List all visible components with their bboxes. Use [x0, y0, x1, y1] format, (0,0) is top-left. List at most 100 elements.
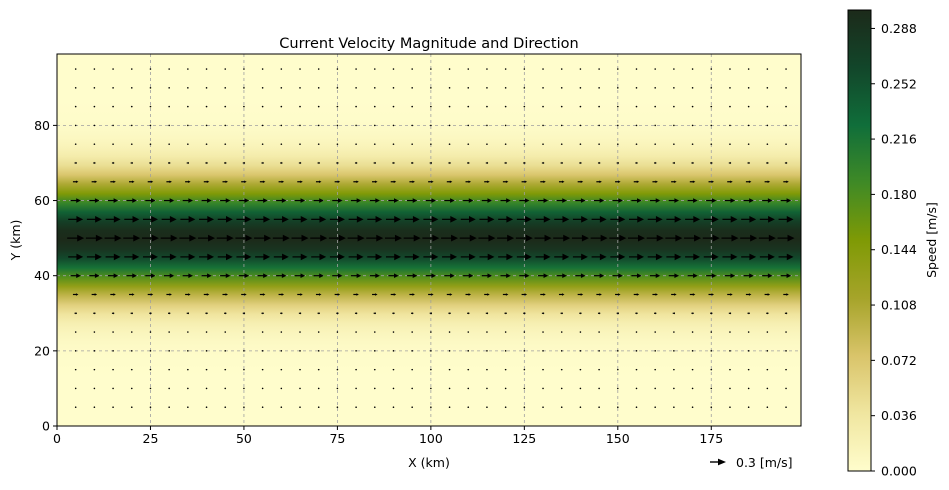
quiver-arrow: [646, 234, 664, 242]
quiver-arrow: [780, 198, 792, 203]
quiver-arrow: [373, 105, 376, 108]
quiver-arrow: [224, 105, 227, 108]
quiver-arrow: [355, 368, 357, 371]
quiver-arrow: [615, 293, 621, 296]
quiver-arrow: [747, 312, 750, 315]
quiver-arrow: [255, 253, 271, 261]
quiver-arrow: [479, 216, 495, 223]
quiver-arrow: [743, 198, 754, 203]
quiver-arrow: [558, 180, 565, 183]
quiver-arrow: [187, 331, 189, 333]
quiver-arrow: [222, 293, 229, 296]
quiver-arrow: [710, 105, 713, 108]
quiver-arrow: [216, 234, 234, 242]
quiver-arrow: [332, 198, 343, 203]
quiver-arrow: [593, 198, 605, 203]
quiver-arrow: [353, 293, 359, 296]
quiver-arrow: [597, 161, 601, 165]
quiver-arrow: [747, 143, 750, 145]
quiver-arrow: [261, 105, 264, 108]
quiver-arrow: [467, 87, 470, 89]
quiver-arrow: [298, 312, 302, 315]
quiver-arrow: [481, 198, 493, 203]
quiver-arrow: [448, 105, 451, 108]
quiver-arrow: [598, 124, 600, 127]
quiver-arrow: [647, 253, 663, 261]
quiver-arrow: [579, 105, 582, 108]
quiver-arrow: [485, 161, 489, 165]
quiver-arrow: [201, 273, 212, 278]
quiver-arrow: [292, 253, 308, 261]
quiver-arrow: [317, 124, 320, 127]
quiver-arrow: [745, 180, 752, 183]
quiver-arrow: [74, 350, 77, 352]
quiver-arrow: [778, 216, 794, 223]
quiver-arrow: [187, 68, 189, 70]
quiver-arrow: [336, 312, 339, 315]
quiver-arrow: [105, 216, 121, 223]
quiver-arrow: [542, 331, 544, 333]
quiver-arrow: [112, 387, 114, 390]
quiver-arrow: [112, 406, 114, 409]
quiver-arrow: [241, 180, 247, 183]
quiver-arrow: [504, 312, 507, 315]
quiver-arrow: [369, 273, 380, 278]
quiver-arrow: [691, 68, 694, 70]
quiver-arrow: [311, 253, 327, 261]
quiver-arrow: [745, 293, 752, 296]
quiver-arrow: [579, 387, 582, 390]
quiver-arrow: [74, 312, 77, 315]
quiver-arrow: [729, 406, 731, 409]
quiver-arrow: [504, 406, 507, 409]
quiver-arrow: [334, 293, 341, 296]
quiver-arrow: [392, 143, 395, 145]
quiver-arrow: [107, 273, 119, 278]
quiver-arrow: [673, 368, 675, 371]
quiver-arrow: [168, 124, 170, 127]
quiver-arrow: [372, 180, 378, 183]
quiver-arrow: [729, 350, 731, 352]
quiver-arrow: [448, 312, 451, 315]
quiver-arrow: [556, 198, 567, 203]
quiver-arrow: [385, 216, 401, 223]
quiver-arrow: [311, 216, 327, 223]
quiver-arrow: [778, 253, 794, 261]
quiver-arrow: [635, 312, 638, 315]
quiver-arrow: [542, 350, 544, 352]
quiver-arrow: [299, 68, 301, 70]
quiver-arrow: [112, 368, 114, 371]
quiver-arrow: [635, 331, 638, 333]
quiver-arrow: [186, 161, 190, 165]
quiver-arrow: [560, 312, 563, 315]
quiver-arrow: [74, 143, 77, 145]
quiver-arrow: [261, 143, 264, 145]
quiver-arrow: [299, 331, 301, 333]
quiver-arrow: [523, 105, 526, 108]
quiver-arrow: [766, 143, 769, 145]
quiver-arrow: [722, 216, 738, 223]
quiver-arrow: [91, 180, 98, 183]
quiver-arrow: [74, 87, 77, 89]
quiver-arrow: [691, 331, 694, 333]
quiver-arrow: [430, 143, 432, 145]
quiver-arrow: [486, 143, 488, 145]
quiver-arrow: [168, 105, 170, 108]
quiver-arrow: [224, 143, 227, 145]
x-tick-label: 125: [512, 431, 536, 446]
quiver-arrow: [280, 161, 283, 165]
quiver-arrow: [334, 180, 341, 183]
quiver-arrow: [129, 180, 135, 183]
quiver-arrow: [355, 124, 357, 127]
quiver-arrow: [149, 387, 152, 390]
quiver-arrow: [691, 350, 694, 352]
quiver-arrow: [259, 293, 266, 296]
quiver-arrow: [654, 350, 656, 352]
chart-title: Current Velocity Magnitude and Direction: [279, 36, 578, 52]
quiver-arrow: [542, 387, 544, 390]
quiver-arrow: [612, 273, 623, 278]
quiver-arrow: [467, 331, 470, 333]
quiver-arrow: [350, 273, 362, 278]
colorbar-tick-label: 0.216: [881, 132, 917, 147]
quiver-arrow: [187, 87, 189, 89]
